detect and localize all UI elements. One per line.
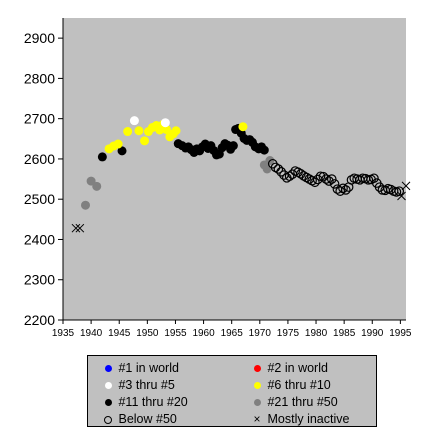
legend-item-r1: #1 in world (102, 359, 179, 375)
point-b50 (324, 176, 334, 186)
legend-label-r1: #1 in world (118, 360, 179, 375)
legend-label-r21: #21 thru #50 (267, 394, 338, 409)
point-r6 (113, 139, 123, 149)
legend-item-b50: Below #50 (102, 410, 177, 426)
point-r3 (160, 118, 170, 128)
point-inactive (75, 223, 85, 233)
y-tick-label: 2600 (24, 151, 55, 167)
point-r11 (259, 145, 269, 155)
legend-label-b50: Below #50 (118, 411, 177, 426)
point-r6 (134, 126, 144, 136)
x-tick-label: 1965 (221, 328, 244, 339)
point-r6 (171, 126, 181, 136)
legend-item-r3: #3 thru #5 (102, 376, 175, 392)
legend-item-r11: #11 thru #20 (102, 393, 188, 409)
y-tick-label: 2500 (24, 191, 55, 207)
y-tick-label: 2400 (24, 231, 55, 247)
point-b50 (335, 186, 346, 196)
point-r21 (80, 200, 90, 210)
x-tick-label: 1995 (389, 328, 412, 339)
x-tick-label: 1960 (192, 328, 215, 339)
point-r21 (86, 176, 96, 186)
legend-item-r6: #6 thru #10 (251, 376, 331, 392)
point-b50 (341, 185, 351, 195)
legend-marker-b50 (102, 413, 114, 425)
point-r6 (140, 136, 150, 146)
point-b50 (310, 177, 320, 188)
legend-marker-r11 (102, 396, 114, 408)
legend-marker-r6 (251, 379, 263, 391)
point-r6 (161, 125, 171, 135)
legend-item-r2: #2 in world (251, 359, 328, 375)
legend-marker-r2 (251, 362, 263, 374)
point-b50 (394, 186, 405, 196)
point-r11 (117, 146, 127, 156)
x-tick-label: 1980 (305, 328, 328, 339)
y-tick-label: 2300 (24, 272, 55, 288)
y-tick-label: 2700 (24, 111, 55, 127)
legend-label-r3: #3 thru #5 (118, 377, 175, 392)
point-r3 (129, 116, 139, 126)
y-tick-label: 2800 (24, 70, 55, 86)
legend-label-r6: #6 thru #10 (267, 377, 331, 392)
point-b50 (284, 171, 295, 182)
x-tick-label: 1955 (164, 328, 187, 339)
point-inactive (397, 191, 406, 201)
point-b50 (273, 164, 284, 174)
point-b50 (276, 167, 286, 177)
point-r6 (238, 122, 248, 132)
legend-marker-inactive: × (253, 412, 261, 427)
data-points (71, 116, 411, 233)
legend-marker-r3 (102, 379, 114, 391)
y-tick-label: 2900 (24, 30, 55, 46)
axes: 2200 2300 2400 2500 2600 2700 2800 2900 1935 1940… (24, 18, 412, 339)
point-inactive (401, 181, 411, 191)
legend-item-inactive: × Mostly inactive (251, 410, 349, 426)
point-inactive (71, 223, 81, 233)
x-tick-label: 1950 (136, 328, 159, 339)
x-tick-label: 1985 (333, 328, 356, 339)
legend-label-inactive: Mostly inactive (267, 411, 350, 426)
point-r6 (123, 127, 133, 137)
y-tick-label: 2200 (24, 312, 55, 328)
x-tick-label: 1970 (249, 328, 272, 339)
point-r21 (92, 181, 102, 191)
point-b50 (321, 174, 331, 184)
point-b50 (329, 179, 340, 189)
plot-area (63, 18, 406, 320)
x-tick-label: 1975 (277, 328, 300, 339)
legend-marker-r21 (251, 396, 263, 408)
legend-item-r21: #21 thru #50 (251, 393, 338, 409)
point-r21 (262, 164, 272, 174)
point-r11 (228, 141, 238, 151)
legend-label-r2: #2 in world (267, 360, 328, 375)
legend: #1 in world #2 in world #3 thru #5 #6 th… (87, 355, 377, 427)
point-b50 (326, 174, 337, 184)
x-tick-label: 1935 (52, 328, 75, 339)
x-tick-label: 1945 (108, 328, 131, 339)
x-tick-label: 1940 (80, 328, 103, 339)
point-b50 (369, 173, 379, 184)
legend-label-r11: #11 thru #20 (118, 394, 188, 409)
x-tick-label: 1990 (361, 328, 384, 339)
legend-marker-r1 (102, 362, 114, 374)
point-r11 (97, 152, 107, 162)
